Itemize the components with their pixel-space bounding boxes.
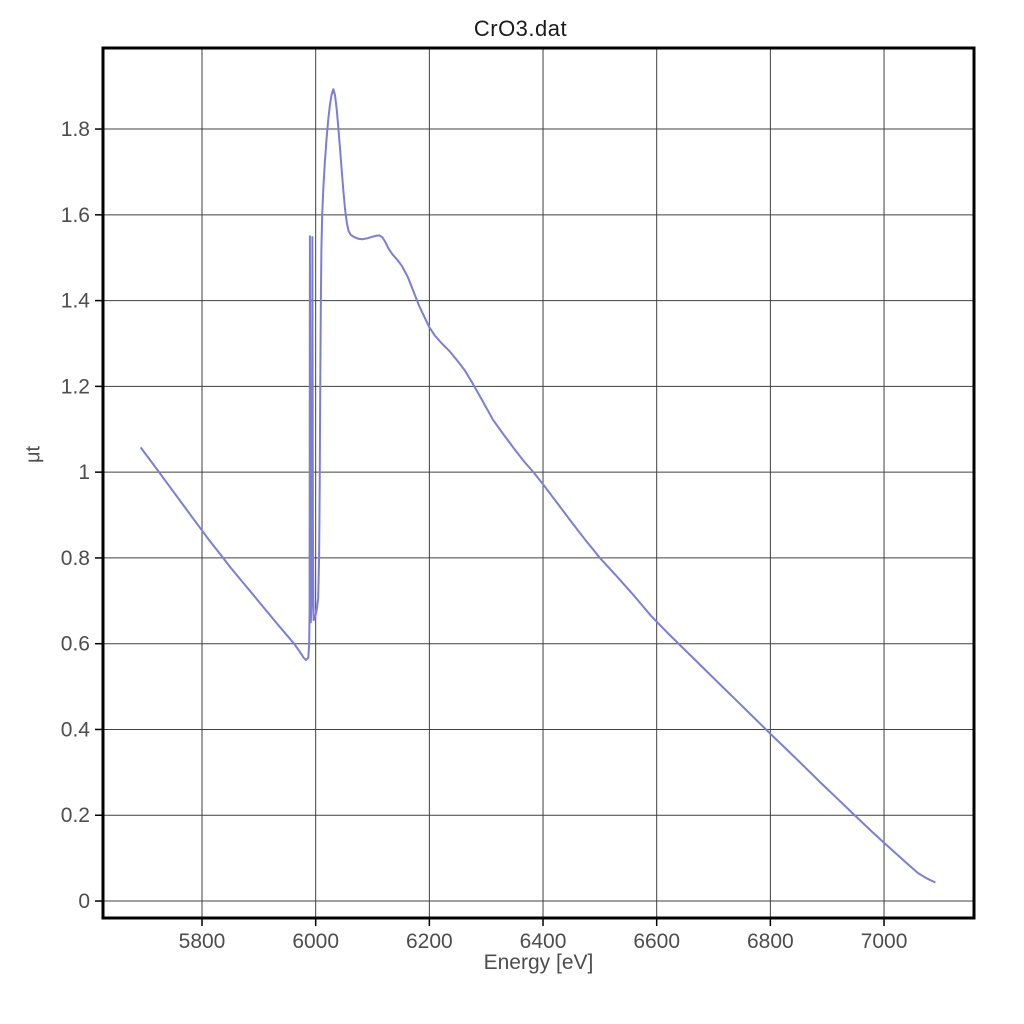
x-tick-label: 6800 [747, 930, 794, 953]
axes-frame [101, 46, 976, 920]
x-tick-label: 6200 [406, 930, 453, 953]
y-tick-label: 0.4 [61, 718, 91, 741]
y-tick-label: 1.6 [61, 204, 90, 227]
x-tick-label: 6600 [633, 930, 680, 953]
x-axis-label: Energy [eV] [483, 951, 594, 974]
x-tick-label: 5800 [179, 930, 226, 953]
y-tick-label: 1.2 [61, 375, 90, 398]
y-tick-label: 0.6 [61, 633, 90, 656]
spectrum-curve [140, 88, 936, 884]
x-tick-label: 6400 [520, 930, 567, 953]
y-tick-label: 0.8 [61, 547, 90, 570]
y-tick-label: 0 [78, 890, 90, 913]
y-tick-label: 0.2 [61, 804, 90, 827]
x-tick-label: 7000 [861, 930, 908, 953]
y-tick-label: 1 [78, 461, 90, 484]
chart-title: CrO3.dat [473, 16, 568, 41]
x-tick-label: 6000 [292, 930, 339, 953]
y-tick-label: 1.8 [61, 118, 90, 141]
y-tick-label: 1.4 [61, 290, 91, 313]
